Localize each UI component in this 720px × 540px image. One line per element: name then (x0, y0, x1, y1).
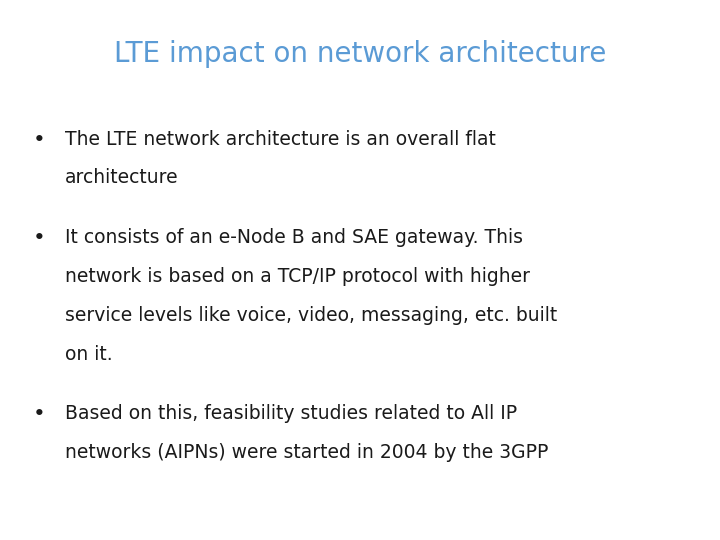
Text: networks (AIPNs) were started in 2004 by the 3GPP: networks (AIPNs) were started in 2004 by… (65, 443, 548, 462)
Text: The LTE network architecture is an overall flat: The LTE network architecture is an overa… (65, 130, 495, 148)
Text: It consists of an e-Node B and SAE gateway. This: It consists of an e-Node B and SAE gatew… (65, 228, 523, 247)
Text: architecture: architecture (65, 168, 179, 187)
Text: LTE impact on network architecture: LTE impact on network architecture (114, 40, 606, 69)
Text: on it.: on it. (65, 345, 112, 363)
Text: •: • (33, 404, 46, 424)
Text: network is based on a TCP/IP protocol with higher: network is based on a TCP/IP protocol wi… (65, 267, 530, 286)
Text: •: • (33, 130, 46, 150)
Text: Based on this, feasibility studies related to All IP: Based on this, feasibility studies relat… (65, 404, 517, 423)
Text: service levels like voice, video, messaging, etc. built: service levels like voice, video, messag… (65, 306, 557, 325)
Text: •: • (33, 228, 46, 248)
